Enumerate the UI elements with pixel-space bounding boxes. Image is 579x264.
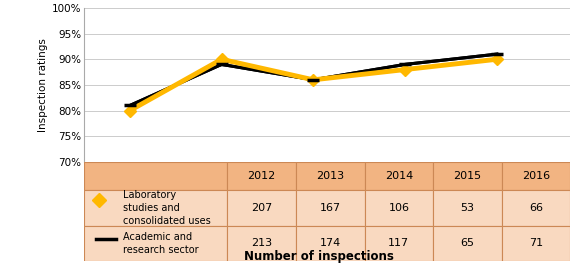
- Bar: [502, 225, 570, 261]
- Bar: [84, 162, 228, 190]
- Bar: [502, 162, 570, 190]
- Text: Number of inspections: Number of inspections: [244, 250, 393, 263]
- Text: 106: 106: [389, 203, 409, 213]
- Text: 117: 117: [389, 238, 409, 248]
- Text: 65: 65: [460, 238, 474, 248]
- Bar: [365, 162, 433, 190]
- Y-axis label: Inspection ratings: Inspection ratings: [38, 38, 47, 132]
- Bar: [296, 225, 365, 261]
- Bar: [228, 190, 296, 225]
- Text: 2014: 2014: [385, 171, 413, 181]
- Text: 167: 167: [320, 203, 341, 213]
- Text: 2013: 2013: [316, 171, 345, 181]
- Text: 53: 53: [460, 203, 474, 213]
- Bar: [365, 225, 433, 261]
- Text: 174: 174: [320, 238, 341, 248]
- Text: 2015: 2015: [453, 171, 482, 181]
- Text: 2016: 2016: [522, 171, 550, 181]
- Text: consolidated uses: consolidated uses: [123, 216, 211, 226]
- Bar: [502, 190, 570, 225]
- Bar: [84, 225, 228, 261]
- Text: Academic and: Academic and: [123, 232, 192, 242]
- Bar: [365, 190, 433, 225]
- Text: 213: 213: [251, 238, 272, 248]
- Bar: [296, 162, 365, 190]
- Bar: [433, 162, 502, 190]
- Bar: [433, 190, 502, 225]
- Text: 207: 207: [251, 203, 272, 213]
- Bar: [84, 190, 228, 225]
- Text: 66: 66: [529, 203, 543, 213]
- Bar: [228, 225, 296, 261]
- Bar: [296, 190, 365, 225]
- Text: studies and: studies and: [123, 203, 179, 213]
- Text: research sector: research sector: [123, 246, 199, 256]
- Bar: [228, 162, 296, 190]
- Text: Laboratory: Laboratory: [123, 190, 176, 200]
- Bar: [433, 225, 502, 261]
- Text: 2012: 2012: [248, 171, 276, 181]
- Text: 71: 71: [529, 238, 543, 248]
